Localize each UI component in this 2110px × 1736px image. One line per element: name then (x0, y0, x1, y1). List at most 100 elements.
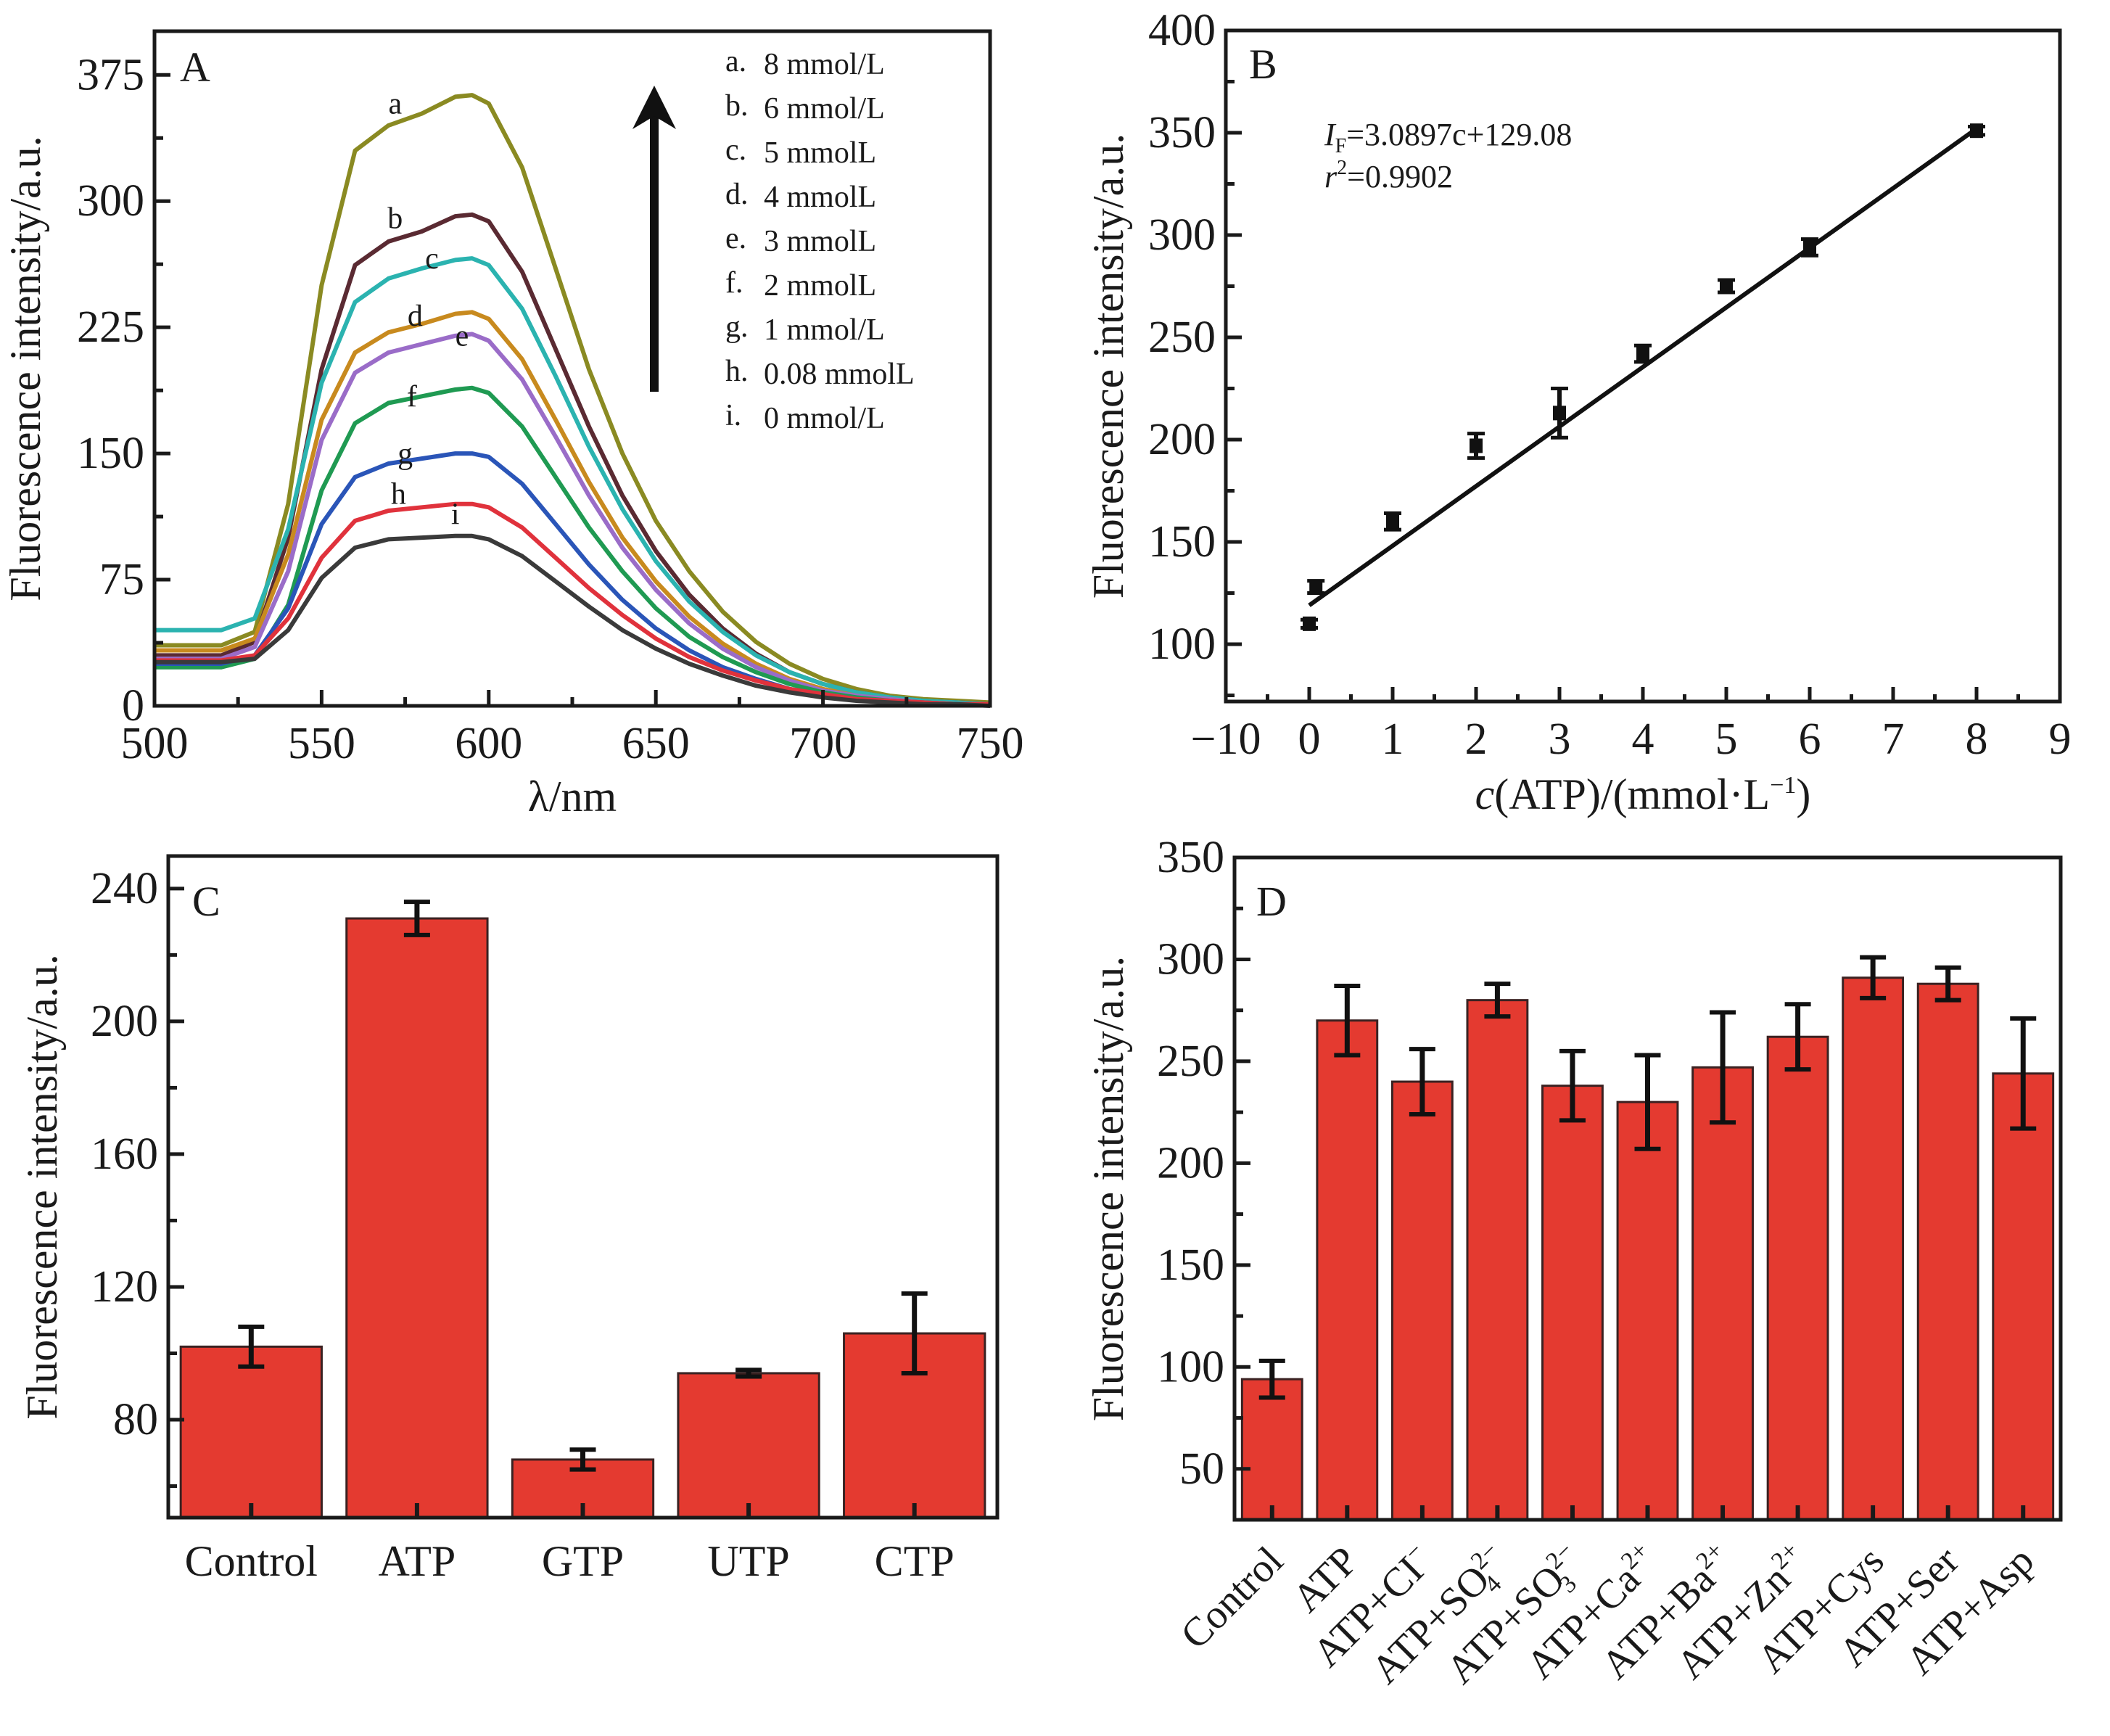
eq-lhs: I (1324, 117, 1337, 152)
spectrum-curve-i (154, 533, 991, 708)
x-tick-label: 600 (455, 719, 522, 768)
x-tick-label: 4 (1632, 715, 1654, 764)
x-axis-title-c: c (1475, 770, 1495, 818)
x-tick-label: 0 (1298, 715, 1321, 764)
y-tick-label: 300 (1157, 934, 1224, 984)
legend-entry: 6 mmol/L (764, 92, 885, 126)
legend-key: g. (725, 310, 749, 344)
bar (1916, 982, 1979, 1521)
curve-label-c: c (425, 242, 439, 276)
eq-lhs-sub: F (1335, 135, 1347, 157)
y-tick-label: 375 (77, 50, 144, 99)
x-axis-title-sup: −1 (1770, 772, 1796, 799)
x-tick-label: 7 (1882, 715, 1905, 764)
y-tick-label: 150 (1157, 1241, 1224, 1290)
curve-label-e: e (456, 320, 469, 353)
bar (1842, 976, 1905, 1521)
axis-ticks: ControlATPATP+CI−ATP+SO2−4ATP+SO2−3ATP+C… (1157, 833, 2043, 1692)
legend-key: b. (725, 89, 749, 123)
bar (1992, 1072, 2055, 1521)
y-tick-label: 120 (91, 1262, 158, 1312)
legend-entry: 4 mmolL (764, 181, 876, 214)
x-tick-label: 2 (1465, 715, 1488, 764)
bars (1240, 955, 2055, 1521)
data-point (1720, 279, 1733, 294)
category-label: Control (1172, 1538, 1292, 1658)
x-tick-label: 650 (622, 719, 690, 768)
x-tick-label: 1 (1382, 715, 1404, 764)
data-point (1636, 346, 1649, 361)
data-point (1553, 406, 1566, 421)
bar (1691, 1066, 1754, 1521)
legend-key: d. (725, 178, 749, 211)
y-tick-label: 240 (91, 864, 158, 913)
data-point (1803, 239, 1816, 255)
fit-line (1308, 126, 1978, 607)
x-tick-label: 8 (1966, 715, 1988, 764)
y-tick-label: 250 (1148, 313, 1216, 362)
r2-value: =0.9902 (1347, 159, 1453, 194)
legend-key: e. (725, 222, 746, 255)
curve-label-d: d (408, 300, 423, 333)
curve-label-f: f (407, 380, 417, 414)
bar (1541, 1085, 1604, 1521)
x-tick-label: 3 (1549, 715, 1571, 764)
legend-entry: 1 mmol/L (764, 313, 885, 347)
panel-letter-a: A (180, 44, 210, 91)
x-tick-label: 750 (957, 719, 1024, 768)
y-axis-title: Fluorescence intensity/a.u. (1084, 956, 1132, 1421)
axis-ticks: 100 150 200 250 300 350 400 −10 0 1 2 3 4 5 6 7 8 9 (1148, 6, 2072, 764)
y-tick-label: 75 (99, 555, 144, 604)
x-tick-label: 550 (288, 719, 355, 768)
curve-label-g: g (397, 437, 413, 471)
panel-letter-b: B (1249, 41, 1277, 88)
legend-key: a. (725, 45, 746, 78)
panel-d-interference-bar-chart: ControlATPATP+CI−ATP+SO2−4ATP+SO2−3ATP+C… (1084, 833, 2063, 1692)
data-point (1303, 616, 1316, 631)
y-tick-label: 400 (1148, 6, 1216, 55)
data-points (1301, 123, 1985, 631)
y-tick-label: 350 (1148, 108, 1216, 157)
x-axis-title-rest: (ATP)/(mmol·L (1494, 770, 1770, 818)
y-tick-label: 350 (1157, 833, 1224, 882)
bar (179, 1345, 323, 1519)
x-tick-label: −10 (1191, 715, 1261, 764)
y-tick-label: 300 (1148, 210, 1216, 260)
legend-entry: 5 mmolL (764, 136, 876, 170)
y-tick-label: 250 (1157, 1037, 1224, 1086)
curve-label-a: a (388, 88, 402, 121)
spectra-curves (154, 93, 991, 708)
category-label-base: Control (1172, 1538, 1292, 1658)
y-tick-label: 50 (1179, 1444, 1224, 1494)
y-tick-label: 80 (113, 1395, 158, 1444)
panel-letter-d: D (1256, 878, 1287, 925)
data-point (1470, 438, 1483, 453)
y-tick-label: 150 (77, 429, 144, 478)
x-axis-title: c(ATP)/(mmol·L−1) (1475, 770, 1811, 818)
y-tick-label: 225 (77, 303, 144, 352)
legend-key: i. (725, 399, 741, 432)
y-tick-label: 300 (77, 176, 144, 226)
curve-label-h: h (391, 478, 406, 511)
bars (179, 900, 986, 1519)
y-axis-title: Fluorescence intensity/a.u. (1084, 133, 1132, 598)
legend-entry: 0 mmol/L (764, 402, 885, 435)
y-tick-label: 150 (1148, 517, 1216, 567)
panel-b-calibration-chart: 100 150 200 250 300 350 400 −10 0 1 2 3 4 5 6 7 8 9 B IF=… (1084, 6, 2072, 818)
x-tick-label: 700 (789, 719, 857, 768)
r2-label: r (1324, 159, 1338, 194)
y-tick-label: 200 (1148, 415, 1216, 464)
r2-sup: 2 (1337, 157, 1347, 179)
legend-key: c. (725, 133, 746, 167)
data-point (1970, 123, 1983, 139)
category-label: UTP (707, 1537, 789, 1585)
arrow-up-icon (632, 86, 676, 392)
legend-entry: 0.08 mmolL (764, 358, 915, 391)
category-label: CTP (875, 1537, 955, 1585)
data-point (1309, 580, 1323, 595)
spectrum-curve-a (154, 93, 991, 705)
x-tick-label: 6 (1799, 715, 1821, 764)
